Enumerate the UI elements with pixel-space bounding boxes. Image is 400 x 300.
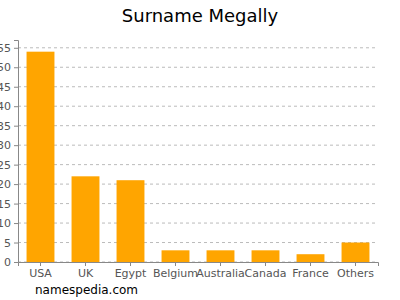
y-tick-label: 0: [4, 256, 11, 269]
y-tick-label: 50: [0, 61, 11, 74]
x-tick-label: USA: [29, 267, 52, 280]
y-tick-mark: [14, 106, 18, 107]
grid-line: [18, 86, 378, 87]
grid-line: [18, 164, 378, 165]
y-tick: 45: [0, 81, 18, 94]
y-tick-label: 45: [0, 81, 11, 94]
x-tick: Australia: [196, 262, 245, 280]
x-tick-label: Canada: [245, 267, 287, 280]
grid: [18, 48, 378, 262]
x-tick-label: Belgium: [153, 267, 198, 280]
x-tick-label: France: [292, 267, 329, 280]
bar: [72, 176, 100, 262]
x-tick-mark: [40, 262, 41, 266]
y-tick: 15: [0, 198, 18, 211]
grid-line: [18, 47, 378, 48]
x-tick-mark: [85, 262, 86, 266]
grid-line: [18, 145, 378, 146]
y-tick: 55: [0, 42, 18, 55]
y-tick-mark: [14, 204, 18, 205]
x-tick-mark: [310, 262, 311, 266]
y-tick-mark: [14, 48, 18, 49]
bar: [252, 250, 280, 262]
x-tick-label: Australia: [196, 267, 245, 280]
plot: 0 5 10 15 20 25 30 35 40 45 50 55 USA UK Egypt BelgiumA…: [0, 41, 379, 280]
y-tick: 50: [0, 61, 18, 74]
bar: [117, 180, 145, 262]
x-tick: Belgium: [153, 262, 198, 280]
y-tick-mark: [14, 165, 18, 166]
y-tick-mark: [14, 145, 18, 146]
y-tick-label: 35: [0, 120, 11, 133]
y-tick-label: 5: [4, 237, 11, 250]
y-tick-label: 10: [0, 217, 11, 230]
y-tick: 10: [0, 217, 18, 230]
y-tick-mark: [14, 67, 18, 68]
y-tick: 20: [0, 178, 18, 191]
x-tick: Canada: [245, 262, 287, 280]
y-axis-line: [14, 41, 19, 263]
y-tick-label: 55: [0, 42, 11, 55]
x-tick-label: UK: [78, 267, 94, 280]
grid-line: [18, 67, 378, 68]
y-tick-label: 25: [0, 159, 11, 172]
annotation: namespedia.com: [35, 283, 138, 297]
bar: [297, 254, 325, 262]
grid-line: [18, 106, 378, 107]
x-tick-mark: [130, 262, 131, 266]
x-tick-mark: [355, 262, 356, 266]
x-tick: France: [292, 262, 329, 280]
bar: [342, 243, 370, 262]
y-tick-mark: [14, 223, 18, 224]
y-tick: 30: [0, 139, 18, 152]
y-tick: 40: [0, 100, 18, 113]
y-tick-mark: [14, 126, 18, 127]
y-tick-mark: [14, 243, 18, 244]
y-tick-label: 15: [0, 198, 11, 211]
y-tick: 35: [0, 120, 18, 133]
x-tick-mark: [220, 262, 221, 266]
y-tick-mark: [14, 184, 18, 185]
y-tick: 5: [4, 237, 18, 250]
x-tick: Others: [337, 262, 374, 280]
y-axis: 0 5 10 15 20 25 30 35 40 45 50 55: [0, 41, 19, 270]
x-tick: USA: [29, 262, 52, 280]
title: Surname Megally: [122, 5, 279, 26]
x-axis-line: [19, 263, 379, 267]
y-tick-mark: [14, 262, 18, 263]
y-tick-label: 20: [0, 178, 11, 191]
x-tick-label: Egypt: [115, 267, 147, 280]
bar: [162, 250, 190, 262]
bar: [207, 250, 235, 262]
y-tick-label: 40: [0, 100, 11, 113]
x-axis: USA UK Egypt BelgiumAustraliaCanada France Ot…: [19, 262, 379, 280]
y-tick-mark: [14, 87, 18, 88]
y-tick: 25: [0, 159, 18, 172]
x-tick: Egypt: [115, 262, 147, 280]
y-tick-label: 30: [0, 139, 11, 152]
bars: [27, 52, 370, 262]
x-tick: UK: [78, 262, 94, 280]
bar: [27, 52, 55, 262]
chart: 0 5 10 15 20 25 30 35 40 45 50 55 USA UK Egypt BelgiumA…: [0, 0, 400, 300]
y-tick: 0: [4, 256, 18, 269]
x-tick-mark: [175, 262, 176, 266]
grid-line: [18, 125, 378, 126]
x-tick-label: Others: [337, 267, 374, 280]
x-tick-mark: [265, 262, 266, 266]
